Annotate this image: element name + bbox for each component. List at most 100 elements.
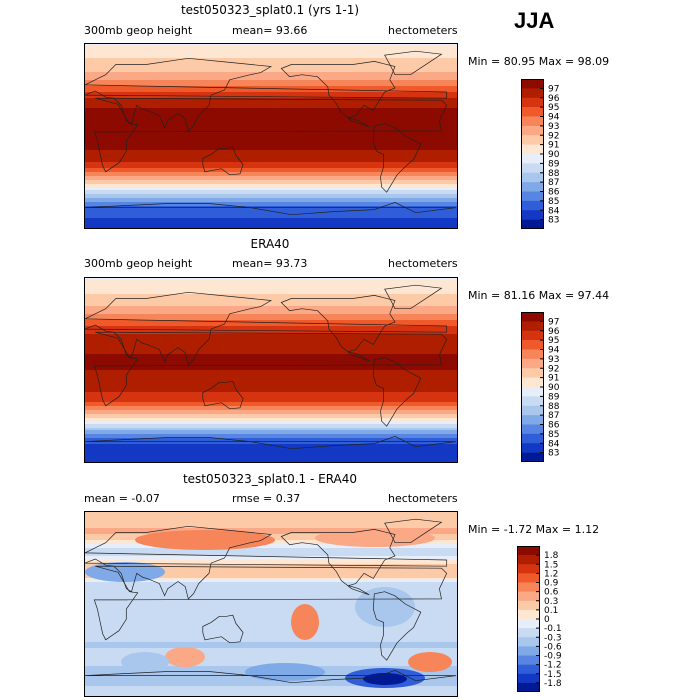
map-band: [85, 432, 457, 435]
colorbar-swatch: [517, 564, 540, 574]
map-band: [85, 354, 457, 357]
coastline: [372, 591, 422, 661]
colorbar-tick-label: 96: [548, 327, 560, 337]
anomaly-blob: [363, 673, 407, 685]
map-band: [85, 116, 457, 119]
map-band: [85, 616, 457, 619]
map-band: [85, 318, 457, 321]
colorbar-swatch: [517, 682, 540, 693]
map-band: [85, 178, 457, 181]
map-band: [85, 456, 457, 459]
colorbar-tick-label: -1.2: [544, 661, 562, 671]
colorbar-tick-label: 0: [544, 615, 550, 625]
map-band: [85, 586, 457, 589]
colorbar-swatch: [517, 646, 540, 656]
coastline: [372, 123, 422, 193]
map-band: [85, 222, 457, 225]
map-band: [85, 520, 457, 523]
colorbar-tick-label: 86: [548, 188, 560, 198]
map-band: [85, 624, 457, 627]
map-band: [85, 394, 457, 397]
colorbar-swatch: [521, 219, 544, 230]
map-band: [85, 284, 457, 287]
panel1-units: hectometers: [388, 24, 458, 37]
map-band: [85, 124, 457, 127]
map-band: [85, 126, 457, 129]
map-band: [85, 286, 457, 289]
map-band: [85, 380, 457, 383]
map-band: [85, 458, 457, 461]
coastline: [202, 614, 244, 644]
colorbar-tick-label: 0.3: [544, 597, 558, 607]
colorbar-tick-label: 94: [548, 346, 560, 356]
panel1-map: [84, 43, 458, 229]
map-band: [85, 692, 457, 695]
map-band: [85, 436, 457, 439]
map-band: [85, 48, 457, 51]
colorbar-swatch: [521, 154, 544, 164]
colorbar-swatch: [517, 655, 540, 665]
map-band: [85, 630, 457, 633]
map-band: [85, 300, 457, 303]
colorbar-swatch: [521, 405, 544, 416]
map-band: [85, 214, 457, 217]
map-band: [85, 88, 457, 91]
anomaly-blob: [121, 652, 169, 672]
colorbar-swatch: [521, 368, 544, 378]
map-band: [85, 220, 457, 223]
map-band: [85, 326, 457, 329]
map-band: [85, 518, 457, 521]
map-band: [85, 514, 457, 517]
map-band: [85, 154, 457, 157]
map-band: [85, 138, 457, 141]
map-band: [85, 610, 457, 613]
colorbar-tick-label: 88: [548, 402, 560, 412]
map-band: [85, 378, 457, 381]
colorbar-tick-label: 85: [548, 197, 559, 207]
map-band: [85, 558, 457, 561]
map-band: [85, 634, 457, 637]
colorbar-swatch: [517, 591, 540, 602]
map-band: [85, 438, 457, 441]
map-band: [85, 196, 457, 199]
panel3-rmse: rmse = 0.37: [232, 492, 301, 505]
map-band: [85, 290, 457, 293]
colorbar-swatch: [521, 452, 544, 463]
map-band: [85, 618, 457, 621]
map-band: [85, 620, 457, 623]
map-band: [85, 322, 457, 325]
map-band: [85, 298, 457, 301]
map-band: [85, 374, 457, 377]
map-band: [85, 344, 457, 347]
map-band: [85, 600, 457, 603]
coastline: [85, 202, 457, 216]
map-band: [85, 166, 457, 169]
map-band: [85, 288, 457, 291]
colorbar-swatch: [521, 433, 544, 444]
map-band: [85, 340, 457, 343]
map-band: [85, 642, 457, 645]
map-band: [85, 614, 457, 617]
map-band: [85, 410, 457, 413]
map-band: [85, 544, 457, 547]
map-band: [85, 218, 457, 221]
map-band: [85, 64, 457, 67]
map-band: [85, 74, 457, 77]
map-band: [85, 688, 457, 691]
map-band: [85, 660, 457, 663]
map-band: [85, 106, 457, 109]
panel2-colorbar: 97 96 95 94 93 92 91 90 89 88 87 86 85 84 83: [521, 312, 571, 463]
map-band: [85, 294, 457, 297]
panel2-units: hectometers: [388, 257, 458, 270]
map-band: [85, 574, 457, 577]
map-band: [85, 588, 457, 591]
coastline: [384, 50, 443, 76]
panel1-minmax: Min = 80.95 Max = 98.09: [468, 55, 610, 68]
colorbar-swatch: [517, 637, 540, 647]
map-band: [85, 426, 457, 429]
colorbar-swatch: [521, 330, 544, 341]
map-band: [85, 450, 457, 453]
map-band: [85, 382, 457, 385]
map-band: [85, 312, 457, 315]
